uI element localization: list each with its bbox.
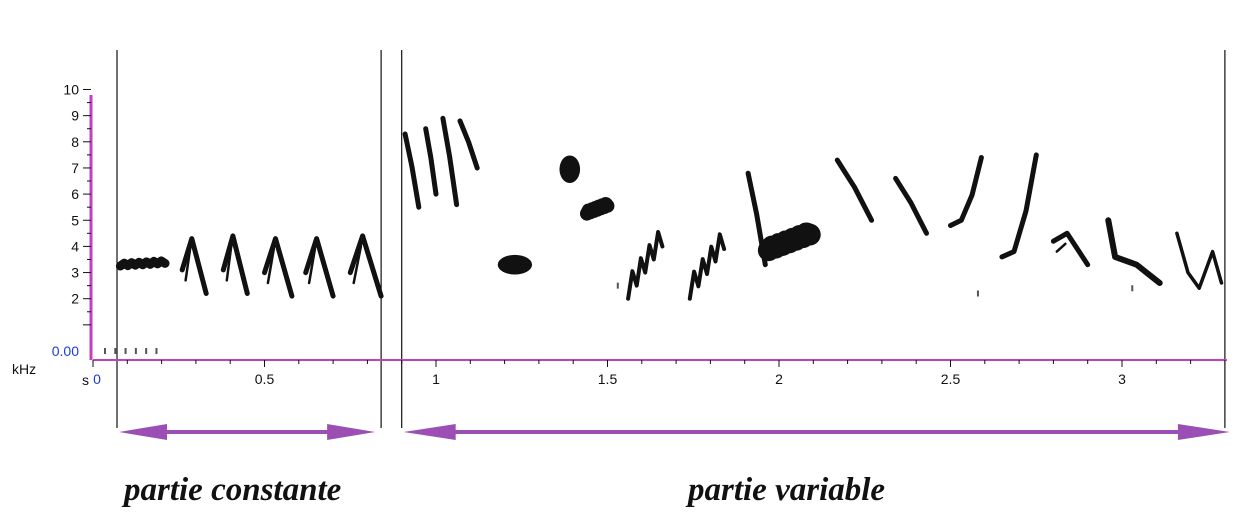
y-axis-unit-label: kHz (12, 361, 36, 377)
noise-mark-4 (145, 348, 148, 354)
noise-mark-2 (124, 348, 127, 354)
y-tick-label-4: 5 (71, 212, 79, 228)
syllable-7 (423, 126, 439, 197)
y-tick-label-0: 0.00 (52, 343, 79, 359)
noise-mark-1 (114, 348, 117, 354)
section-dividers (116, 50, 1226, 428)
y-tick-label-1: 2 (71, 291, 79, 307)
syllable-21-edge (1055, 242, 1067, 253)
x-tick-label-2: 1 (432, 371, 440, 387)
syllable-9 (457, 118, 480, 171)
section-arrows (119, 424, 1230, 440)
syllable-2-edge (225, 245, 233, 282)
section-arrow-head-left-0 (119, 424, 168, 440)
syllable-11 (559, 155, 581, 184)
section-arrow-head-right-0 (327, 424, 376, 440)
syllable-4-edge (307, 247, 317, 285)
noise-mark-0 (104, 348, 107, 354)
x-tick-label-1: 0.5 (255, 371, 275, 387)
syllable-1-edge (184, 247, 192, 282)
spectrogram-syllables (115, 115, 1224, 301)
x-tick-label-4: 2 (775, 371, 783, 387)
syllable-17 (834, 157, 875, 223)
syllable-19 (948, 155, 984, 228)
y-tick-label-6: 7 (71, 160, 79, 176)
noise-mark-7 (976, 290, 979, 297)
y-tick-label-2: 3 (71, 265, 79, 281)
x-tick-label-5: 2.5 (941, 371, 961, 387)
syllable-8 (440, 115, 460, 208)
x-tick-label-6: 3 (1118, 371, 1126, 387)
y-tick-label-9: 10 (63, 82, 79, 98)
syllable-5-edge (352, 245, 363, 285)
noise-mark-8 (1131, 285, 1134, 292)
caption-partie-constante: partie constante (124, 472, 342, 508)
syllable-3-edge (266, 247, 276, 285)
syllable-10 (497, 254, 533, 275)
y-tick-label-3: 4 (71, 238, 79, 254)
syllable-2 (220, 233, 250, 296)
syllable-4 (303, 236, 336, 299)
y-tick-label-7: 8 (71, 134, 79, 150)
syllable-6 (402, 131, 422, 210)
syllable-22 (1105, 217, 1163, 286)
syllable-21 (1050, 230, 1091, 268)
spectrogram-noise (104, 282, 1134, 354)
syllable-13 (626, 230, 665, 301)
y-tick-label-5: 6 (71, 186, 79, 202)
x-tick-label-0: 0 (93, 371, 101, 387)
syllable-5 (347, 233, 384, 299)
y-tick-label-8: 9 (71, 108, 79, 124)
section-arrow-head-left-1 (403, 424, 456, 440)
section-arrow-head-right-1 (1177, 424, 1230, 440)
noise-mark-3 (134, 348, 137, 354)
syllable-20 (999, 152, 1039, 260)
syllable-23 (1175, 231, 1224, 290)
syllable-0 (115, 256, 170, 271)
syllable-12 (579, 196, 615, 221)
noise-mark-5 (155, 348, 158, 354)
x-axis-unit-label: s (82, 372, 89, 388)
axes: 0 0.5 1 1.5 2 2.5 3 0.00 2 3 4 5 6 7 8 9 10 (52, 82, 1227, 387)
syllable-1 (179, 236, 209, 296)
caption-partie-variable: partie variable (688, 472, 886, 508)
noise-mark-6 (616, 282, 619, 289)
syllable-14 (687, 232, 727, 301)
syllable-18 (893, 175, 929, 236)
syllable-3 (262, 236, 295, 299)
x-tick-label-3: 1.5 (598, 371, 618, 387)
syllable-16 (757, 222, 821, 262)
